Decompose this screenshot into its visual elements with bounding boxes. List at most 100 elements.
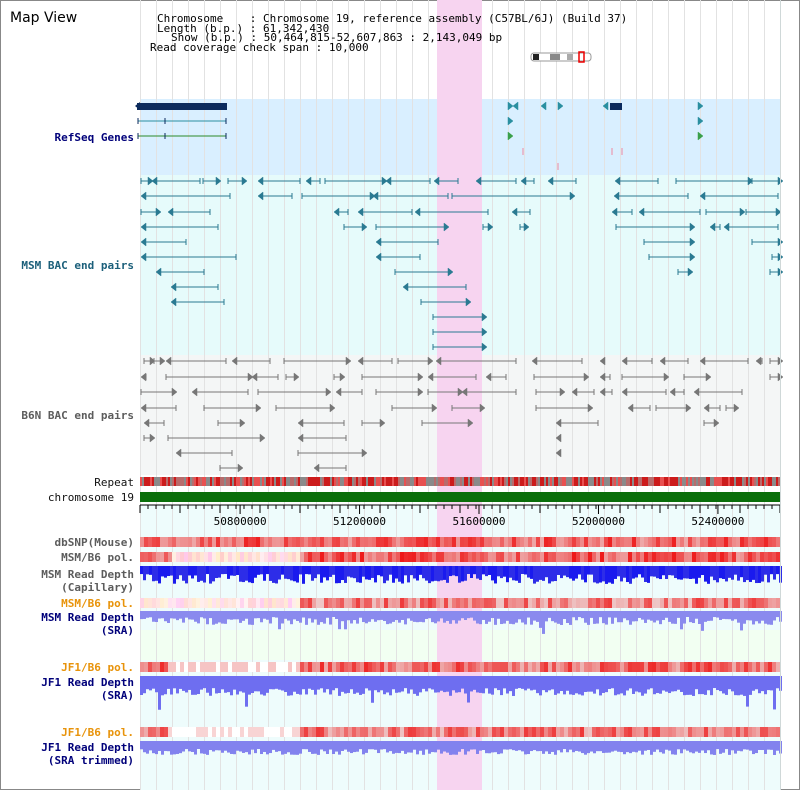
track-label-refseq[interactable]: RefSeq Genes [54,131,134,144]
jf1-sra-depth-bar [227,676,230,693]
msm-depth-bar [269,566,272,581]
msm-b6-pol-sra-heat-cell [460,598,464,608]
msm-sra-depth-bar [599,611,602,618]
track-label-msm-bac[interactable]: MSM BAC end pairs [21,259,134,272]
track-label-jf1-b6-pol[interactable]: JF1/B6 pol. [61,661,134,674]
jf1-trim-depth-bar [332,741,335,755]
track-label-jf1-read-depth-trim[interactable]: JF1 Read Depth [41,741,134,754]
track-label-msm-b6-pol-sra[interactable]: MSM/B6 pol. [61,597,134,610]
repeat-segment [390,477,392,486]
dbsnp-heat-cell [392,537,396,547]
msm-depth-bar [182,566,185,581]
msm-b6-pol-heat-cell [220,552,224,562]
repeat-segment [512,477,514,486]
msm-sra-depth-bar [758,611,761,624]
jf1-sra-depth-bar [161,676,164,696]
msm-sra-depth-bar [194,611,197,622]
jf1-trim-depth-bar [470,741,473,750]
jf1-trim-depth-bar [299,741,302,754]
jf1-sra-depth-bar [518,676,521,689]
msm-b6-pol-sra-heat-cell [292,598,296,608]
jf1-trim-depth-bar [413,741,416,750]
jf1-trim-depth-bar [572,741,575,753]
msm-b6-pol-heat-cell [416,552,420,562]
jf1-sra-depth-bar [314,676,317,695]
msm-depth-bar [698,566,701,578]
jf1-sra-depth-bar [173,676,176,689]
msm-depth-bar [263,566,266,581]
pair-end-arrow [297,433,304,443]
repeat-segment [518,477,520,486]
msm-b6-pol-heat-cell [600,552,604,562]
dbsnp-heat-cell [560,537,564,547]
track-label-msm-read-depth-sra[interactable]: MSM Read Depth [41,611,134,624]
jf1-sra-depth-bar [758,676,761,694]
repeat-segment [380,477,382,486]
jf1-b6-pol-trim-heat-cell [636,727,640,737]
track-label-dbsnp[interactable]: dbSNP(Mouse) [54,536,134,549]
pair-end-arrow [325,387,332,397]
msm-b6-pol-heat-cell [524,552,528,562]
jf1-trim-depth-bar [737,741,740,751]
jf1-sra-depth-bar [338,676,341,696]
msm-sra-depth-bar [365,611,368,624]
msm-b6-pol-sra-heat-cell [456,598,460,608]
jf1-b6-pol-heat-cell [728,662,732,672]
repeat-segment [774,477,776,486]
repeat-segment [550,477,552,486]
jf1-trim-depth-bar [746,741,749,750]
track-label-msm-read-depth[interactable]: MSM Read Depth [41,568,134,581]
msm-depth-bar [497,566,500,577]
track-label-repeat[interactable]: Repeat [94,476,134,489]
pair-end-arrow [257,191,264,201]
msm-sra-depth-bar [737,611,740,623]
jf1-trim-depth-bar [446,741,449,753]
msm-depth-bar [593,566,596,583]
jf1-trim-depth-bar [320,741,323,750]
msm-b6-pol-sra-heat-cell [344,598,348,608]
msm-sra-depth-bar [236,611,239,620]
msm-depth-bar [188,566,191,576]
msm-b6-pol-sra-heat-cell [740,598,744,608]
track-label-msm-b6-pol[interactable]: MSM/B6 pol. [61,551,134,564]
track-label-jf1-b6-pol-trim[interactable]: JF1/B6 pol. [61,726,134,739]
pair-end-arrow [313,463,320,473]
track-label-jf1-read-depth[interactable]: JF1 Read Depth [41,676,134,689]
msm-b6-pol-heat-cell [540,552,544,562]
msm-depth-bar [164,566,167,578]
msm-sra-depth-bar [506,611,509,621]
jf1-sra-depth-bar [170,676,173,695]
msm-sra-depth-bar [224,611,227,624]
jf1-sra-depth-bar [185,676,188,693]
msm-b6-pol-sra-heat-cell [572,598,576,608]
msm-depth-bar [458,566,461,583]
msm-b6-pol-heat-cell [728,552,732,562]
track-label-chromosome[interactable]: chromosome 19 [47,491,134,504]
msm-b6-pol-sra-heat-cell [724,598,728,608]
jf1-sra-depth-bar [431,676,434,690]
repeat-segment [488,477,490,486]
jf1-b6-pol-heat-cell [468,662,472,672]
jf1-sra-depth-bar [761,676,764,692]
msm-b6-pol-heat-cell [688,552,692,562]
jf1-trim-depth-bar [545,741,548,752]
jf1-sra-depth-bar [203,676,206,689]
repeat-segment [160,477,162,486]
msm-sra-depth-bar [389,611,392,624]
msm-b6-pol-sra-heat-cell [704,598,708,608]
jf1-b6-pol-heat-cell [736,662,740,672]
jf1-sra-depth-bar [311,676,314,690]
msm-b6-pol-sra-heat-cell [396,598,400,608]
jf1-sra-depth-bar [593,676,596,694]
msm-b6-pol-sra-heat-cell [384,598,388,608]
msm-b6-pol-sra-heat-cell [308,598,312,608]
pair-end-arrow [547,176,554,186]
jf1-b6-pol-trim-heat-cell [436,727,440,737]
msm-sra-depth-bar [212,611,215,625]
msm-depth-bar [299,566,302,575]
jf1-b6-pol-heat-cell [300,662,304,672]
jf1-trim-depth-bar [476,741,479,754]
track-label-b6n-bac[interactable]: B6N BAC end pairs [21,409,134,422]
